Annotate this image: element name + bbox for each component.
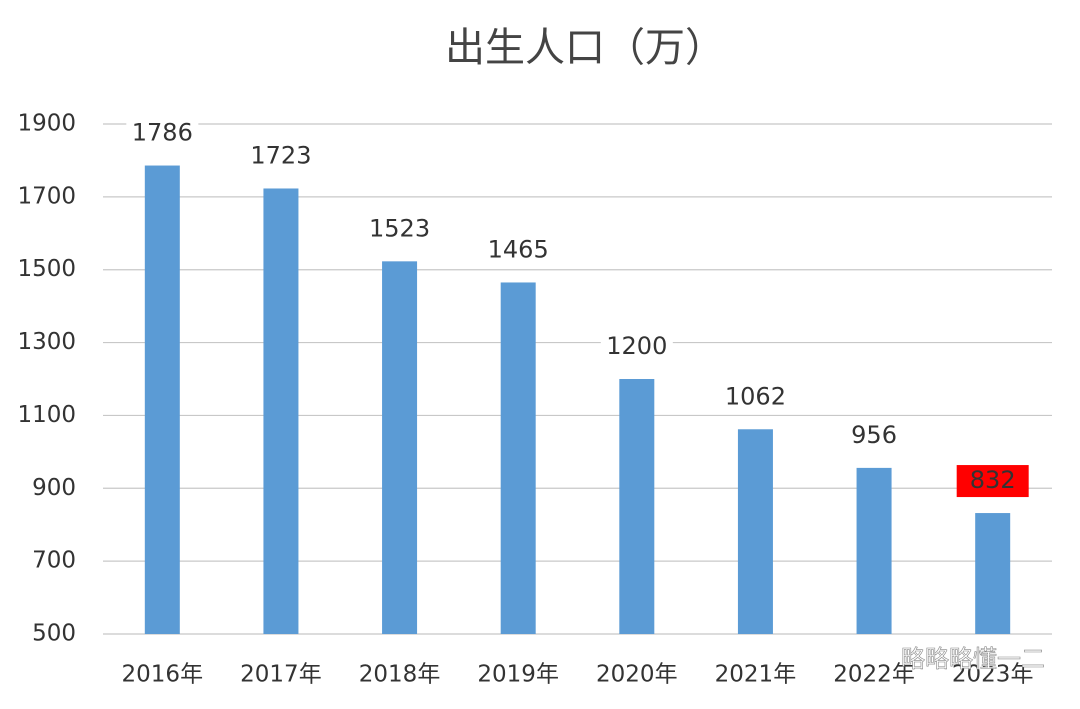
y-tick-label: 700 bbox=[32, 548, 76, 574]
y-tick-label: 1300 bbox=[17, 329, 76, 355]
data-label-background bbox=[126, 117, 199, 150]
x-tick-label: 2021年 bbox=[715, 662, 797, 688]
data-label-background bbox=[482, 234, 555, 267]
y-tick-label: 1500 bbox=[17, 256, 76, 282]
x-tick-label: 2019年 bbox=[477, 662, 559, 688]
watermark: 略略略懂一二 bbox=[901, 645, 1045, 673]
y-tick-label: 1700 bbox=[17, 183, 76, 209]
data-label: 956 bbox=[851, 421, 897, 449]
data-label: 1786 bbox=[132, 119, 193, 147]
data-label-background bbox=[363, 213, 436, 246]
bar bbox=[975, 513, 1011, 634]
bar bbox=[382, 261, 418, 634]
bar bbox=[500, 282, 536, 634]
data-label: 1523 bbox=[369, 214, 430, 242]
y-tick-label: 1100 bbox=[17, 402, 76, 428]
bar bbox=[619, 379, 655, 634]
data-label: 1723 bbox=[250, 141, 311, 169]
bar bbox=[144, 165, 180, 634]
x-tick-label: 2018年 bbox=[359, 662, 441, 688]
x-tick-label: 2022年 bbox=[833, 662, 915, 688]
chart-title: 出生人口（万） bbox=[445, 25, 725, 71]
data-label-background bbox=[244, 140, 317, 173]
y-tick-label: 1900 bbox=[17, 111, 76, 137]
y-tick-label: 900 bbox=[32, 475, 76, 501]
data-label: 1200 bbox=[606, 332, 667, 360]
data-label-background bbox=[838, 419, 911, 452]
data-label: 832 bbox=[970, 466, 1016, 494]
data-label: 1062 bbox=[725, 382, 786, 410]
bar bbox=[737, 429, 773, 634]
data-label: 1465 bbox=[488, 235, 549, 263]
x-tick-label: 2017年 bbox=[240, 662, 322, 688]
data-label-background bbox=[600, 331, 673, 363]
bar bbox=[856, 467, 892, 634]
x-tick-label: 2016年 bbox=[122, 662, 204, 688]
x-tick-label: 2020年 bbox=[596, 662, 678, 688]
bar bbox=[263, 188, 299, 634]
data-label-background bbox=[719, 381, 792, 414]
data-label-background bbox=[956, 465, 1029, 498]
x-tick-label: 2023年 bbox=[952, 662, 1034, 688]
y-tick-label: 500 bbox=[32, 621, 76, 647]
